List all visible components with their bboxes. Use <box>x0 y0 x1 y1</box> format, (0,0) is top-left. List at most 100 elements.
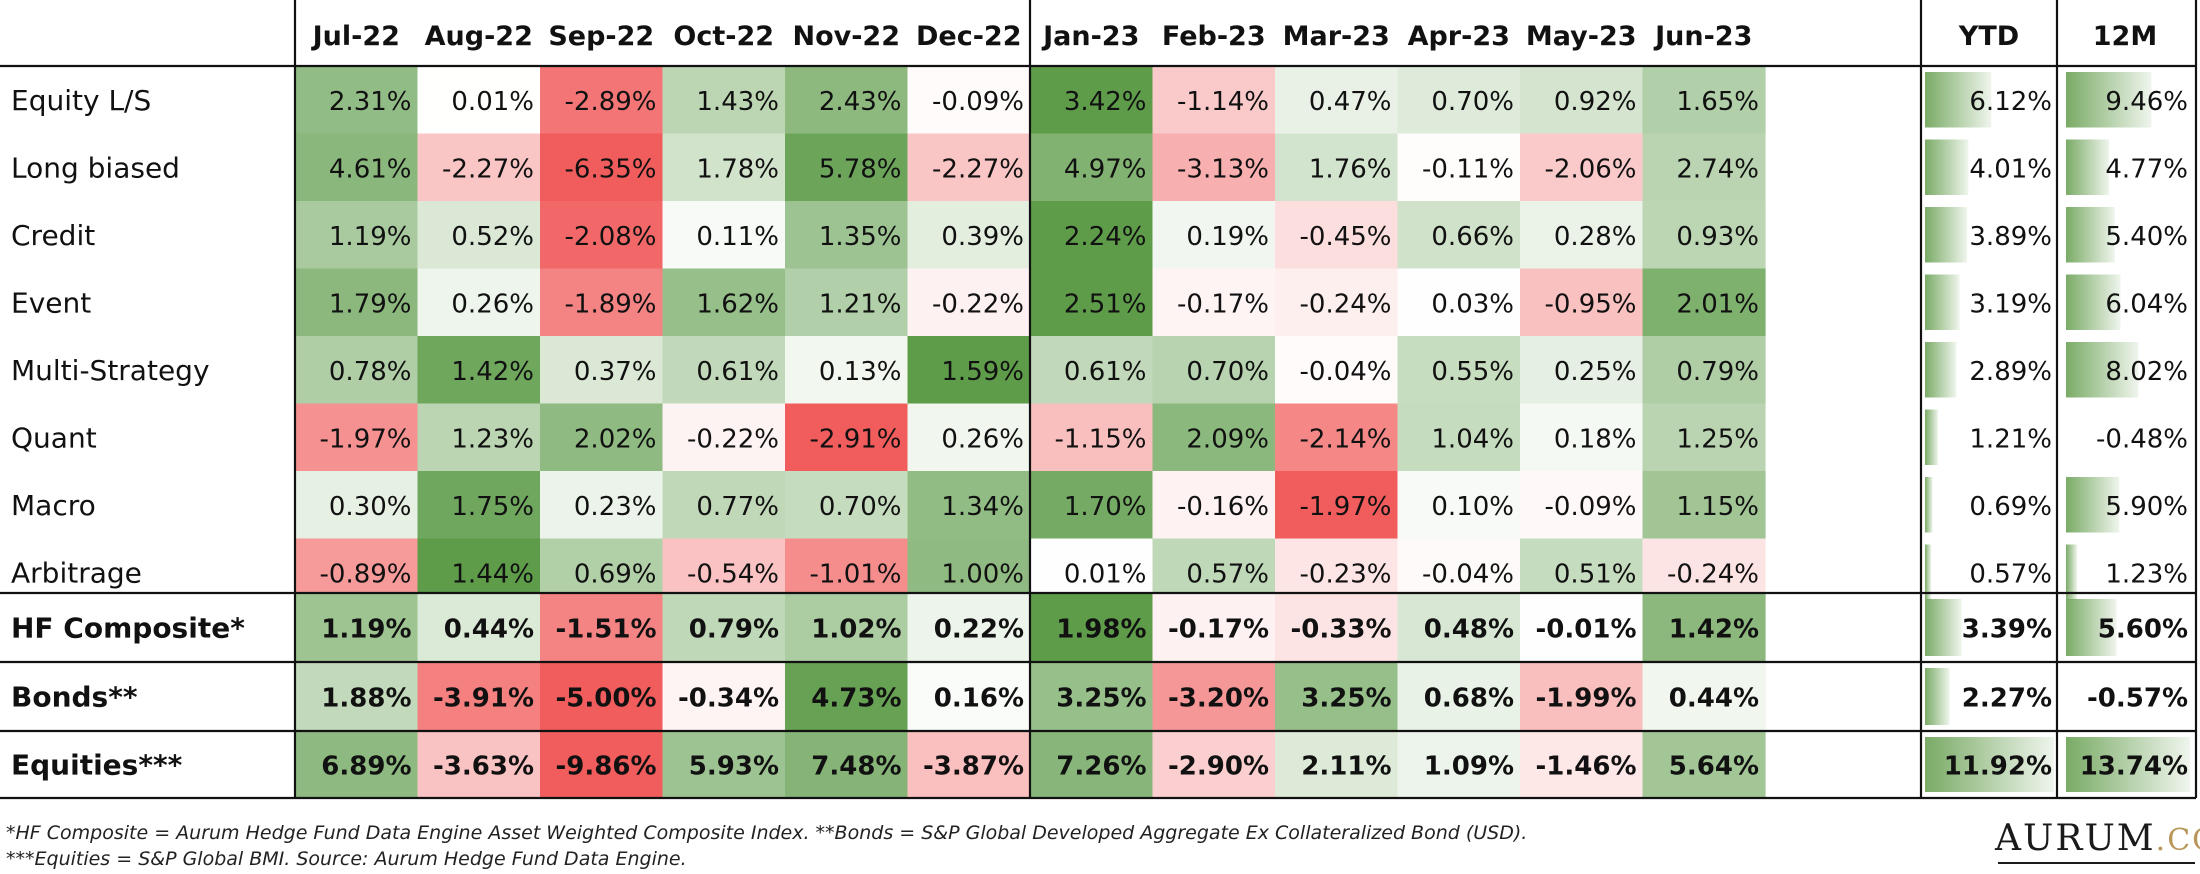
heatmap-cell-label: 0.70% <box>1431 87 1514 117</box>
heatmap-cell-label: 5.93% <box>689 752 779 782</box>
heatmap-cell <box>1520 593 1644 662</box>
heatmap-cell <box>1642 403 1766 471</box>
heatmap-cell <box>907 268 1031 336</box>
heatmap-cell <box>417 66 541 134</box>
heatmap-cell-label: -0.24% <box>1300 289 1392 319</box>
ytd-value-label: 0.57% <box>1969 559 2052 589</box>
heatmap-cell <box>417 403 541 471</box>
heatmap-cell <box>1275 731 1399 798</box>
heatmap-cell <box>1152 731 1276 798</box>
column-header-may-23: May-23 <box>1526 21 1637 52</box>
heatmap-cell <box>1275 662 1399 731</box>
heatmap-cell <box>1030 403 1154 471</box>
column-header-jul-22: Jul-22 <box>311 21 400 52</box>
heatmap-cell-label: 0.44% <box>1669 684 1759 714</box>
row-label: Multi-Strategy <box>11 354 210 387</box>
heatmap-cell-label: -0.34% <box>678 684 779 714</box>
heatmap-cell <box>1642 731 1766 798</box>
heatmap-cell <box>1275 268 1399 336</box>
column-header-nov-22: Nov-22 <box>792 21 900 52</box>
heatmap-cell <box>662 471 786 539</box>
heatmap-cell <box>1642 662 1766 731</box>
heatmap-cell-label: 1.43% <box>696 87 779 117</box>
heatmap-cell-label: 1.88% <box>321 684 411 714</box>
heatmap-cell <box>662 133 786 201</box>
12m-value-label: 6.04% <box>2105 289 2188 319</box>
heatmap-cell <box>1152 593 1276 662</box>
heatmap-cell <box>1642 66 1766 134</box>
heatmap-cell <box>907 471 1031 539</box>
heatmap-cell-label: 2.51% <box>1064 289 1147 319</box>
heatmap-cell-label: 0.48% <box>1424 615 1514 645</box>
heatmap-cell <box>1030 66 1154 134</box>
ytd-value-label: 6.12% <box>1969 87 2052 117</box>
heatmap-cell <box>662 336 786 404</box>
12m-data-bar <box>2066 477 2120 533</box>
heatmap-cell-label: 0.57% <box>1186 559 1269 589</box>
ytd-value-label: 11.92% <box>1944 752 2052 782</box>
heatmap-cell <box>1397 66 1521 134</box>
12m-value-label: 5.90% <box>2105 492 2188 522</box>
ytd-value-label: 2.89% <box>1969 357 2052 387</box>
12m-data-bar <box>2066 342 2139 398</box>
heatmap-cell <box>540 268 664 336</box>
column-header-aug-22: Aug-22 <box>425 21 533 52</box>
heatmap-cell-label: 2.24% <box>1064 222 1147 252</box>
heatmap-cell-label: -1.99% <box>1536 684 1637 714</box>
heatmap-cell <box>295 403 419 471</box>
heatmap-cell <box>295 133 419 201</box>
heatmap-cell <box>417 662 541 731</box>
heatmap-cell-label: 5.64% <box>1669 752 1759 782</box>
heatmap-cell <box>785 593 909 662</box>
heatmap-cell <box>1030 133 1154 201</box>
heatmap-cell <box>417 593 541 662</box>
heatmap-cell <box>417 336 541 404</box>
heatmap-cell-label: 1.98% <box>1056 615 1146 645</box>
12m-value-label: 5.40% <box>2105 222 2188 252</box>
heatmap-cell-label: -3.63% <box>433 752 534 782</box>
heatmap-cell-label: 1.25% <box>1676 424 1759 454</box>
heatmap-cell-label: 1.42% <box>1669 615 1759 645</box>
heatmap-cell <box>540 403 664 471</box>
heatmap-cell-label: 0.37% <box>574 357 657 387</box>
heatmap-cell-label: 0.70% <box>1186 357 1269 387</box>
heatmap-cell <box>295 268 419 336</box>
heatmap-cell <box>1275 336 1399 404</box>
heatmap-cell <box>785 336 909 404</box>
heatmap-cell <box>295 662 419 731</box>
heatmap-cell-label: -6.35% <box>565 154 657 184</box>
heatmap-cell-label: -0.89% <box>320 559 412 589</box>
12m-data-bar <box>2066 544 2078 600</box>
heatmap-cell <box>1030 731 1154 798</box>
heatmap-cell-label: 2.74% <box>1676 154 1759 184</box>
heatmap-cell <box>785 201 909 269</box>
heatmap-cell-label: 2.43% <box>819 87 902 117</box>
heatmap-cell-label: -0.04% <box>1300 357 1392 387</box>
heatmap-cell-label: 0.25% <box>1554 357 1637 387</box>
row-label: Arbitrage <box>11 556 142 589</box>
returns-heatmap: Jul-22 Aug-22 Sep-22 Oct-22 Nov-22 Dec-22 Jan-… <box>0 0 2198 800</box>
heatmap-cell <box>540 662 664 731</box>
heatmap-cell <box>785 731 909 798</box>
heatmap-cell-label: -0.09% <box>1545 492 1637 522</box>
heatmap-cell-label: 1.35% <box>819 222 902 252</box>
12m-value-label: 4.77% <box>2105 154 2188 184</box>
heatmap-cell-label: -2.14% <box>1300 424 1392 454</box>
column-header-feb-23: Feb-23 <box>1162 21 1266 52</box>
heatmap-cell <box>907 133 1031 201</box>
heatmap-cell-label: 0.28% <box>1554 222 1637 252</box>
footnotes: *HF Composite = Aurum Hedge Fund Data En… <box>6 820 1706 872</box>
heatmap-cell-label: 4.73% <box>811 684 901 714</box>
heatmap-cell-label: 0.61% <box>1064 357 1147 387</box>
heatmap-cell <box>295 66 419 134</box>
heatmap-cell-label: 4.61% <box>329 154 412 184</box>
12m-value-label: 9.46% <box>2105 87 2188 117</box>
heatmap-cell <box>907 731 1031 798</box>
ytd-data-bar <box>1925 477 1933 533</box>
heatmap-cell <box>1030 268 1154 336</box>
heatmap-cell-label: 1.59% <box>941 357 1024 387</box>
heatmap-cell <box>1520 731 1644 798</box>
heatmap-cell-label: -0.11% <box>1422 154 1514 184</box>
heatmap-cell-label: 1.15% <box>1676 492 1759 522</box>
heatmap-cell <box>907 66 1031 134</box>
